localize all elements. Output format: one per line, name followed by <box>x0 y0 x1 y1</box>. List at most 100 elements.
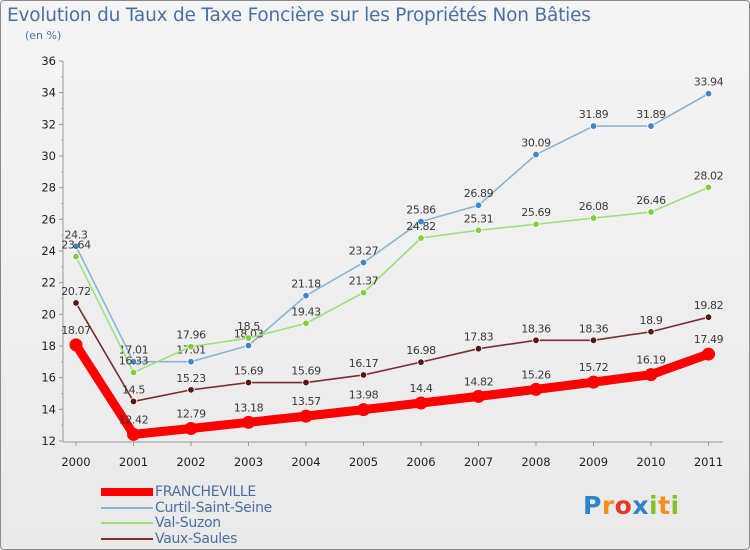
legend-label: FRANCHEVILLE <box>155 484 256 500</box>
data-point <box>129 357 138 366</box>
data-point <box>242 415 255 429</box>
data-point <box>72 299 80 307</box>
data-label: 15.23 <box>176 372 206 385</box>
data-label: 30.09 <box>521 137 551 150</box>
data-label: 14.5 <box>122 383 145 396</box>
data-label: 25.86 <box>406 204 436 217</box>
y-tick-label: 36 <box>41 54 56 68</box>
data-label: 26.89 <box>464 187 494 200</box>
data-label: 28.02 <box>694 169 724 182</box>
data-label: 16.17 <box>349 357 379 370</box>
data-label: 33.94 <box>694 76 724 89</box>
data-label: 23.64 <box>61 239 91 252</box>
data-label: 16.19 <box>636 354 666 367</box>
chart-title: Evolution du Taux de Taxe Foncière sur l… <box>7 5 591 26</box>
series-vaux-saules: 20.72 14.5 15.23 15.69 15.69 16.17 16.98 17.83 1… <box>61 285 724 406</box>
proxiti-logo: Proxiti <box>583 491 680 520</box>
data-label: 26.08 <box>579 200 609 213</box>
data-label: 31.89 <box>579 108 609 121</box>
legend-label: Curtil-Saint-Seine <box>155 499 272 516</box>
data-point <box>532 336 540 344</box>
series-val-suzon: 23.64 16.33 17.96 18.5 19.43 21.37 24.82 25.31 2… <box>61 169 724 377</box>
data-point <box>187 386 195 394</box>
x-tick-label: 2011 <box>694 455 723 469</box>
data-label: 17.96 <box>176 329 206 342</box>
data-point <box>299 409 313 423</box>
data-label: 18.36 <box>579 322 609 335</box>
data-label: 21.37 <box>349 275 379 288</box>
data-label: 17.49 <box>694 333 724 346</box>
y-tick-label: 16 <box>41 371 56 385</box>
x-tick-label: 2009 <box>579 455 608 469</box>
logo-letter: i <box>670 491 680 520</box>
data-point <box>72 252 80 261</box>
data-label: 24.82 <box>406 220 436 233</box>
y-tick-label: 22 <box>41 276 56 290</box>
data-point <box>184 421 198 435</box>
y-tick-label: 32 <box>41 117 56 131</box>
data-label: 18.03 <box>234 328 264 341</box>
data-label: 20.72 <box>61 285 91 298</box>
data-point <box>472 389 485 403</box>
y-tick-label: 18 <box>41 339 56 353</box>
x-tick-label: 2005 <box>349 455 378 469</box>
data-label: 31.89 <box>636 108 666 121</box>
data-label: 17.01 <box>119 344 149 357</box>
data-point <box>702 347 715 361</box>
data-point <box>589 122 598 130</box>
data-point <box>357 403 370 417</box>
logo-letter: x <box>632 491 649 520</box>
x-tick-label: 2002 <box>176 455 205 469</box>
x-tick-label: 2008 <box>521 455 550 469</box>
data-point <box>72 242 80 250</box>
logo-letter: r <box>601 491 615 520</box>
data-point <box>532 150 540 159</box>
logo-letter: i <box>649 491 659 520</box>
data-label: 26.46 <box>636 194 666 207</box>
y-tick-label: 14 <box>41 402 56 416</box>
data-point <box>704 89 713 98</box>
data-label: 18.9 <box>640 314 663 327</box>
x-tick-label: 2003 <box>234 455 263 469</box>
data-point <box>359 371 368 379</box>
series-line <box>75 186 710 374</box>
data-point <box>127 427 140 441</box>
x-tick-label: 2004 <box>291 455 320 469</box>
data-point <box>187 342 195 351</box>
data-label: 15.26 <box>521 368 551 381</box>
data-label: 15.69 <box>291 365 321 378</box>
data-label: 17.83 <box>464 331 494 344</box>
data-label: 15.69 <box>234 365 264 378</box>
x-tick-label: 2006 <box>406 455 435 469</box>
data-point <box>69 338 83 352</box>
data-point <box>529 382 543 396</box>
series-line <box>71 340 713 439</box>
legend-swatch <box>101 522 153 524</box>
y-tick-label: 26 <box>41 212 56 226</box>
legend-swatch <box>101 488 153 496</box>
legend-swatch <box>101 537 153 540</box>
data-point <box>244 378 253 387</box>
y-tick-label: 20 <box>41 307 56 321</box>
y-tick-label: 30 <box>41 149 56 163</box>
data-point <box>302 291 310 300</box>
series-curtil-saint-seine: 24.317.0117.0118.0321.1823.2725.8626.893… <box>65 76 724 366</box>
data-label: 13.18 <box>234 401 264 414</box>
data-label: 21.18 <box>291 278 321 291</box>
data-label: 19.82 <box>694 299 724 312</box>
logo-letter: o <box>614 491 633 520</box>
data-point <box>417 358 425 366</box>
data-label: 18.07 <box>61 324 91 337</box>
data-label: 18.36 <box>521 322 551 335</box>
y-tick-label: 24 <box>41 244 56 258</box>
data-label: 19.43 <box>291 305 321 318</box>
data-point <box>414 396 428 410</box>
data-point <box>187 357 195 366</box>
data-point <box>644 368 658 382</box>
data-point <box>244 334 253 342</box>
data-label: 24.3 <box>65 228 88 241</box>
data-label: 18.5 <box>237 320 260 333</box>
y-tick-label: 28 <box>41 181 56 195</box>
